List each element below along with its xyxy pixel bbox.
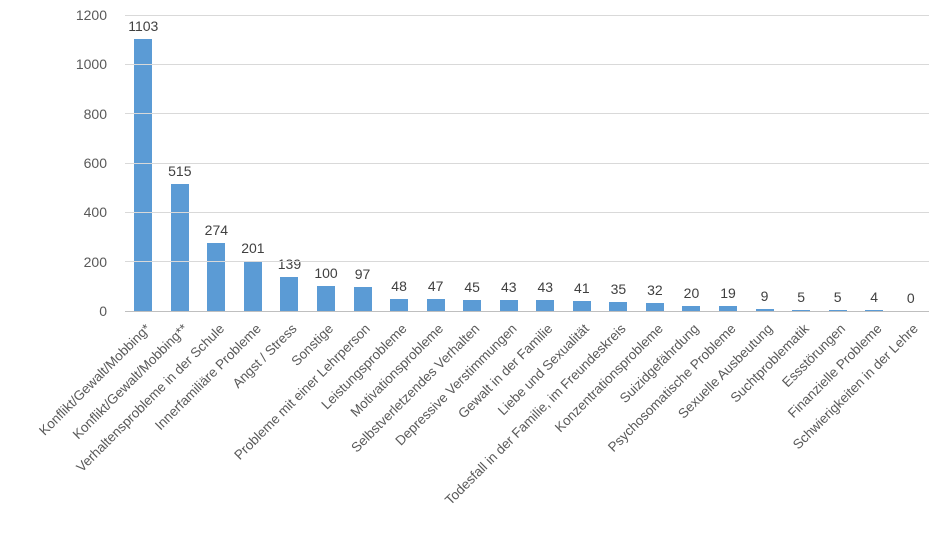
bars-row: 1103 515 274 201 139 100 97 48 47 45 43 43 41 35 32 20 1… — [125, 15, 929, 311]
bar — [792, 309, 811, 311]
bar-column: 97 — [344, 15, 381, 311]
bar — [390, 299, 409, 311]
y-axis-tick-label: 200 — [83, 253, 107, 270]
bar-value-label: 41 — [574, 279, 590, 296]
bar-value-label: 32 — [647, 282, 663, 299]
bar-column: 139 — [271, 15, 308, 311]
bar-column: 5 — [783, 15, 820, 311]
bar — [719, 306, 738, 311]
bar-value-label: 9 — [760, 287, 769, 304]
bar — [426, 299, 445, 311]
y-axis-tick-label: 600 — [83, 155, 107, 171]
bar-column: 47 — [417, 15, 454, 311]
bar-column: 20 — [673, 15, 710, 311]
bar — [828, 309, 847, 311]
bar-value-label: 47 — [427, 278, 444, 295]
bar-value-label: 19 — [720, 285, 736, 302]
gridline — [125, 261, 929, 263]
gridline — [125, 162, 929, 164]
bar-value-label: 48 — [391, 278, 407, 295]
bar-value-label: 43 — [537, 279, 554, 296]
bar-column: 35 — [600, 15, 637, 311]
bar-value-label: 35 — [610, 281, 627, 298]
x-axis: Konflikt/Gewalt/Mobbing* Konflikt/Gewalt/… — [37, 321, 929, 542]
bar-value-label: 100 — [314, 265, 338, 282]
bar-column: 201 — [235, 15, 272, 311]
plot-area: 1103 515 274 201 139 100 97 48 47 45 43 43 41 35 32 20 1… — [125, 14, 929, 312]
bar-column: 43 — [527, 15, 564, 311]
bar — [572, 300, 591, 311]
bar-value-label: 5 — [797, 288, 806, 305]
gridline — [125, 211, 929, 213]
y-axis-tick-label: 400 — [83, 204, 107, 221]
bar-value-label: 0 — [906, 290, 915, 306]
y-axis-tick-label: 0 — [99, 303, 107, 319]
bar-value-label: 139 — [277, 255, 302, 272]
bar-column: 43 — [490, 15, 527, 311]
bar — [536, 300, 555, 311]
bar-value-label: 4 — [870, 289, 879, 306]
bar-column: 32 — [637, 15, 674, 311]
bar-value-label: 5 — [833, 288, 842, 305]
bar-column: 5 — [819, 15, 856, 311]
bar — [463, 299, 482, 311]
bar-column: 1103 — [125, 15, 162, 311]
bar — [170, 183, 189, 311]
bar — [243, 261, 262, 311]
bar-value-label: 20 — [683, 285, 700, 302]
bar-value-label: 515 — [168, 162, 192, 179]
y-axis-tick-label: 1200 — [75, 7, 107, 23]
y-axis: 0 200 400 600 800 1000 1200 — [0, 7, 107, 319]
bar-value-label: 274 — [204, 222, 229, 239]
bar-value-label: 201 — [241, 240, 265, 257]
bar — [317, 286, 335, 311]
bar-column: 9 — [746, 15, 783, 311]
gridline — [125, 310, 929, 312]
bar — [280, 276, 299, 311]
bar — [755, 308, 774, 311]
bar-value-label: 43 — [500, 279, 517, 296]
gridline — [125, 63, 929, 65]
bar-column: 100 — [308, 15, 345, 311]
bar — [134, 38, 153, 311]
bar — [353, 287, 372, 311]
bar-column: 41 — [564, 15, 601, 311]
bar — [499, 300, 518, 311]
bar-column: 19 — [710, 15, 747, 311]
y-axis-tick-label: 800 — [83, 105, 107, 122]
bar — [682, 306, 701, 311]
bar-value-label: 1103 — [128, 17, 159, 34]
gridline — [125, 14, 929, 16]
y-axis-tick-label: 1000 — [75, 56, 107, 73]
bar-value-label: 97 — [354, 266, 371, 283]
bar-column: 0 — [892, 15, 929, 311]
bar-column: 274 — [198, 15, 235, 311]
bar — [207, 243, 226, 311]
x-axis-label: Verhaltensprobleme in der Schule — [73, 321, 227, 475]
bar — [645, 303, 664, 311]
bar-value-label: 45 — [464, 278, 480, 295]
gridline — [125, 113, 929, 115]
bar — [609, 302, 628, 311]
bar-column: 515 — [162, 15, 199, 311]
bar-column: 48 — [381, 15, 418, 311]
bar-column: 45 — [454, 15, 491, 311]
